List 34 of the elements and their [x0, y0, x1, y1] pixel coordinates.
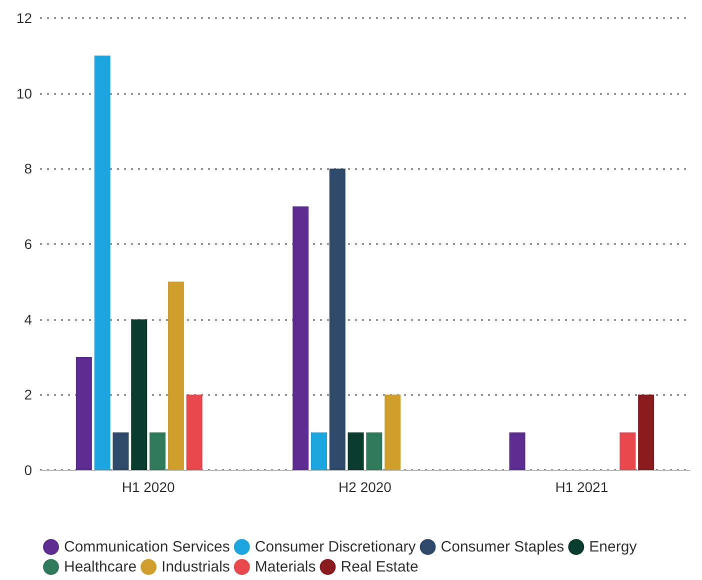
legend-label: Materials: [254, 558, 316, 576]
bar: [186, 394, 202, 470]
bar: [638, 394, 654, 470]
x-tick-label: H1 2020: [122, 479, 176, 495]
legend-label: Consumer Discretionary: [254, 538, 416, 556]
legend-label: Consumer Staples: [440, 538, 564, 556]
bar: [384, 394, 401, 470]
legend-label: Real Estate: [340, 558, 418, 576]
legend-label: Energy: [589, 538, 638, 556]
x-tick-label: H1 2021: [555, 479, 608, 495]
bar: [168, 282, 184, 470]
bar: [329, 168, 346, 470]
bar: [620, 432, 636, 470]
legend-label: Communication Services: [64, 538, 230, 556]
bar: [292, 206, 309, 470]
bar: [150, 432, 166, 470]
x-tick-label: H2 2020: [338, 479, 392, 495]
y-tick-label: 8: [24, 160, 32, 177]
bar: [366, 432, 382, 470]
bar: [112, 432, 129, 470]
y-tick-label: 10: [16, 85, 32, 102]
y-tick-label: 6: [24, 236, 32, 252]
bar: [348, 432, 364, 470]
bar: [94, 56, 110, 470]
y-tick-label: 4: [24, 311, 32, 328]
y-tick-label: 0: [24, 462, 32, 478]
y-tick-label: 12: [16, 10, 32, 26]
bar: [509, 432, 526, 470]
legend-label: Healthcare: [64, 558, 137, 576]
bar: [131, 319, 148, 470]
legend-label: Industrials: [162, 558, 230, 576]
y-tick-label: 2: [24, 386, 32, 403]
bar: [76, 357, 92, 470]
bar: [311, 432, 327, 470]
